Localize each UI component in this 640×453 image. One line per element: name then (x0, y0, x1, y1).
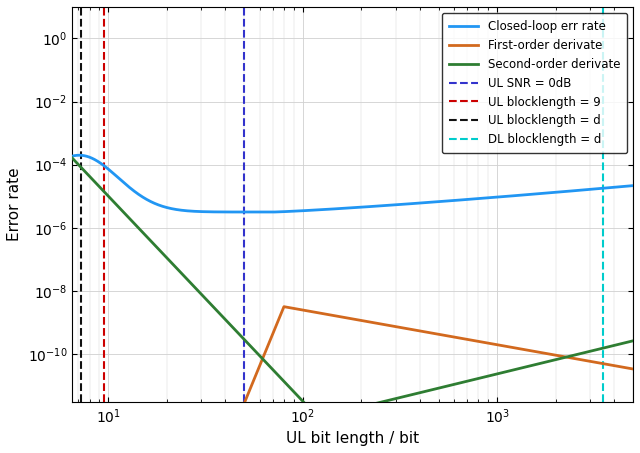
Closed-loop err rate (629, 183, 637, 188)
First-order derivate (629, 366, 637, 372)
Closed-loop err rate (166, 206, 173, 211)
Second-order derivate (314, 415, 322, 420)
Closed-loop err rate (68, 154, 76, 159)
UL SNR = 0dB (241, 36, 248, 41)
Second-order derivate (68, 155, 76, 160)
UL blocklength = d (77, 36, 84, 41)
Closed-loop err rate (132, 190, 140, 195)
X-axis label: UL bit length / bit: UL bit length / bit (286, 431, 419, 446)
Closed-loop err rate (76, 153, 83, 158)
Closed-loop err rate (558, 189, 566, 194)
Legend: Closed-loop err rate, First-order derivate, Second-order derivate, UL SNR = 0dB,: Closed-loop err rate, First-order deriva… (442, 13, 627, 154)
First-order derivate (518, 347, 526, 352)
Closed-loop err rate (618, 184, 626, 189)
First-order derivate (311, 309, 319, 315)
Second-order derivate (132, 222, 140, 228)
First-order derivate (435, 332, 442, 337)
Y-axis label: Error rate: Error rate (7, 168, 22, 241)
UL blocklength = 9 (100, 36, 108, 41)
Line: Closed-loop err rate: Closed-loop err rate (72, 155, 633, 212)
First-order derivate (280, 304, 288, 309)
Second-order derivate (308, 408, 316, 413)
First-order derivate (507, 344, 515, 350)
First-order derivate (226, 436, 234, 441)
DL blocklength = d (599, 36, 607, 41)
Second-order derivate (618, 341, 626, 346)
First-order derivate (346, 316, 354, 321)
First-order derivate (625, 366, 633, 371)
Second-order derivate (165, 258, 173, 263)
Second-order derivate (629, 338, 637, 343)
Closed-loop err rate (269, 209, 277, 215)
Closed-loop err rate (308, 207, 316, 213)
Line: Second-order derivate: Second-order derivate (72, 158, 633, 418)
Second-order derivate (558, 356, 566, 361)
Line: First-order derivate: First-order derivate (230, 307, 633, 439)
Second-order derivate (284, 382, 291, 387)
Closed-loop err rate (284, 209, 291, 214)
